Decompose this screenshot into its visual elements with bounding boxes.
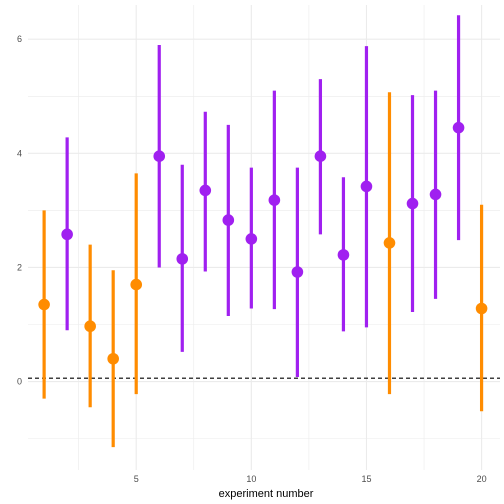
data-point (176, 253, 189, 265)
data-point (153, 150, 166, 162)
data-point (406, 197, 419, 210)
y-tick-label: 0 (17, 377, 22, 387)
data-point (61, 228, 73, 241)
data-point (314, 150, 327, 162)
data-point (38, 298, 50, 311)
x-tick-label: 10 (246, 474, 256, 484)
data-marks (38, 15, 488, 448)
data-point (130, 278, 143, 291)
data-point (199, 184, 212, 197)
data-point (245, 233, 258, 245)
x-tick-labels: 5 10 15 20 (134, 474, 487, 484)
data-point (268, 194, 281, 206)
x-axis-title: experiment number (219, 488, 314, 500)
data-point (383, 237, 396, 249)
data-point (475, 302, 488, 315)
data-point (429, 188, 442, 201)
data-point (222, 214, 235, 226)
data-point (360, 180, 373, 193)
y-tick-label: 4 (17, 148, 22, 158)
y-tick-labels: 0 2 4 6 (17, 34, 22, 386)
data-point (107, 352, 119, 365)
x-tick-label: 15 (361, 474, 371, 484)
data-point (452, 121, 465, 134)
y-tick-label: 6 (17, 34, 22, 44)
data-point (84, 320, 96, 333)
data-point (337, 249, 350, 261)
data-point (291, 266, 304, 278)
x-tick-label: 20 (477, 474, 487, 484)
minor-gridlines (28, 5, 500, 470)
x-tick-label: 5 (134, 474, 139, 484)
y-tick-label: 2 (17, 262, 22, 272)
